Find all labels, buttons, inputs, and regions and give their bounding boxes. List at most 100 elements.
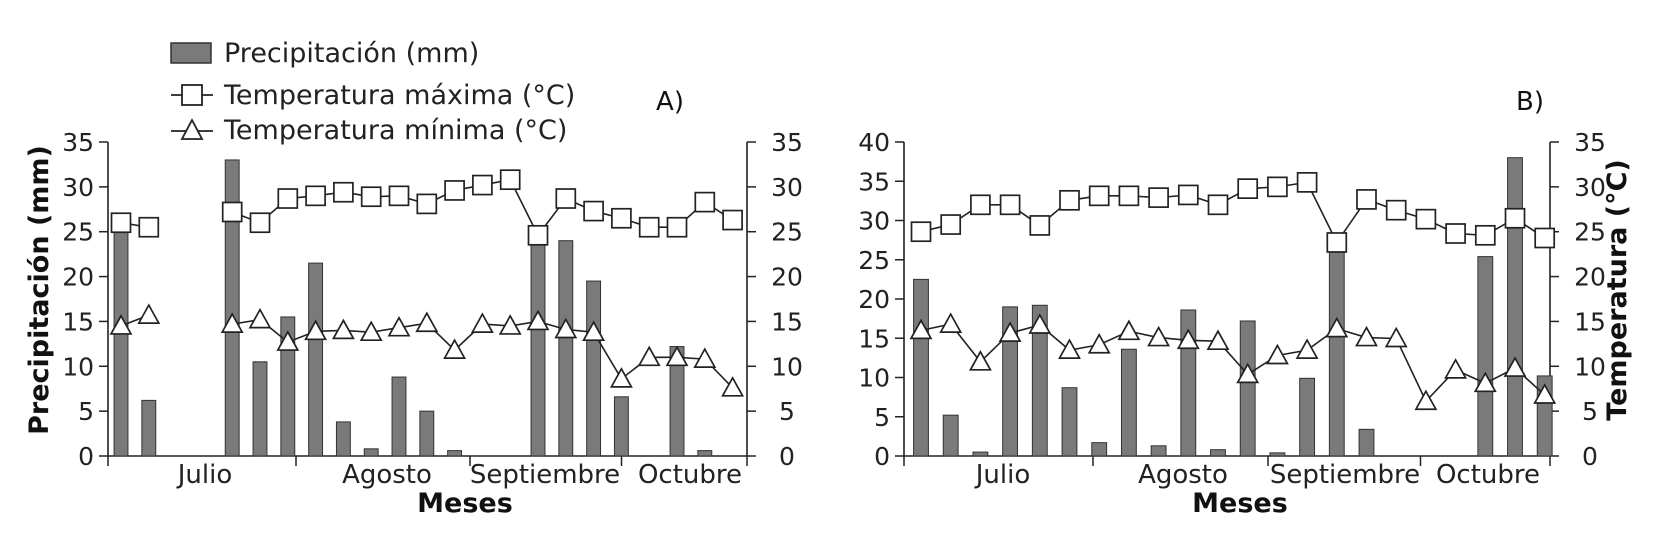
precip-bar (363, 448, 379, 457)
tmax-point (1118, 185, 1140, 207)
tmin-point (609, 367, 633, 388)
right-tick-label: 0 (779, 442, 795, 471)
precip-bar (1002, 306, 1019, 457)
precip-bar (391, 376, 407, 457)
tmin-point (443, 338, 467, 359)
precip-bar (913, 278, 929, 457)
right-tick-label: 5 (1582, 397, 1598, 426)
precip-bar (697, 450, 713, 457)
month-label: Octubre (638, 460, 742, 490)
precip-bar (1507, 157, 1523, 457)
precip-bar (447, 450, 463, 457)
panel-a-label: A) (656, 87, 684, 117)
tmax-point (360, 186, 382, 208)
panel-b-xlabel: Meses (1192, 488, 1288, 519)
tmin-point (470, 312, 494, 333)
month-label: Septiembre (470, 460, 620, 490)
tmin-point (220, 312, 244, 333)
right-tick-label: 20 (1574, 263, 1606, 292)
precip-bar (1477, 256, 1494, 457)
tmax-point (970, 194, 991, 216)
right-tick-label: 30 (1574, 173, 1606, 202)
tmax-point (583, 200, 604, 222)
left-tick-label: 20 (858, 285, 890, 314)
tmin-point (909, 318, 933, 340)
tmax-point (910, 221, 932, 243)
tmax-point (1415, 208, 1437, 230)
tmax-point (527, 224, 549, 246)
precip-bar (1091, 442, 1108, 457)
tmax-point (277, 188, 299, 209)
tmin-point (387, 315, 411, 337)
tmax-point (1445, 223, 1466, 244)
precip-bar (419, 410, 435, 457)
precip-bar (113, 222, 129, 457)
tmax-point (1088, 185, 1110, 207)
tmax-point (444, 180, 465, 201)
month-label: Octubre (1436, 460, 1540, 490)
tmin-point (968, 350, 992, 371)
tmin-line (920, 323, 1546, 403)
tmax-point (472, 174, 493, 196)
tmin-point (1176, 328, 1200, 350)
tmin-point (1117, 319, 1141, 341)
tmin-point (1325, 316, 1349, 338)
right-tick-label: 20 (771, 263, 803, 292)
tmin-point (109, 314, 133, 335)
precip-bar (1239, 320, 1256, 457)
panel-b-plot: 0 5 10 15 20 25 30 35 40 0 5 10 15 20 25 30 35 Julio Agost… (858, 128, 1606, 490)
tmax-point (666, 216, 688, 238)
precip-bar (613, 396, 629, 457)
tmin-point (1147, 325, 1171, 347)
right-tick-label: 10 (771, 352, 803, 381)
tmin-point (1028, 313, 1052, 334)
tmin-point (1503, 356, 1527, 377)
month-label: Agosto (1138, 460, 1228, 490)
left-tick-label: 5 (874, 403, 890, 432)
right-tick-label: 15 (1574, 307, 1606, 336)
tmin-point (1206, 329, 1230, 351)
tmax-point (249, 212, 271, 234)
tmax-point (1148, 187, 1169, 208)
panel-b-y2label: Temperatura (°C) (1602, 159, 1633, 421)
tmin-point (248, 307, 272, 329)
panel-a: A) Meses Precipitación (mm) 0 5 10 15 20 25 30… (24, 87, 803, 519)
tmin-point (359, 320, 383, 342)
left-tick-label: 20 (62, 263, 94, 292)
precip-bar (942, 414, 959, 457)
tmin-point (665, 345, 689, 367)
precip-bar (252, 361, 268, 457)
tmax-point (555, 188, 577, 209)
tmin-point (1414, 389, 1438, 411)
tmax-point (416, 193, 438, 215)
tmax-point (722, 209, 743, 231)
left-tick-label: 10 (62, 352, 94, 381)
left-tick-label: 35 (858, 167, 890, 196)
legend: Precipitación (mm) Temperatura máxima (°… (170, 38, 575, 146)
precip-bar (308, 262, 324, 457)
legend-tmin-marker (180, 118, 204, 140)
tmin-point (498, 314, 522, 335)
right-tick-label: 15 (771, 307, 803, 336)
left-tick-label: 0 (78, 442, 94, 471)
precip-bar (1299, 377, 1316, 457)
right-tick-label: 25 (1574, 218, 1606, 247)
tmin-point (1058, 338, 1081, 359)
precip-bar (1061, 387, 1078, 457)
left-tick-label: 15 (858, 324, 890, 353)
month-label: Agosto (342, 460, 432, 490)
tmin-point (526, 309, 550, 331)
precip-bar (1120, 348, 1137, 457)
left-tick-label: 25 (858, 246, 890, 275)
tmin-point (304, 319, 328, 341)
tmax-point (1474, 224, 1496, 246)
tmax-point (1029, 215, 1051, 236)
month-label: Julio (176, 460, 233, 490)
tmax-point (1534, 227, 1556, 249)
tmax-point (333, 181, 354, 203)
left-tick-label: 25 (62, 218, 94, 247)
tmax-point (110, 212, 132, 234)
panel-a-plot: 0 5 10 15 20 25 30 35 0 5 10 15 20 25 30 35 Julio Agosto S… (62, 128, 803, 490)
left-tick-label: 40 (858, 128, 890, 157)
tmin-point (721, 376, 745, 397)
